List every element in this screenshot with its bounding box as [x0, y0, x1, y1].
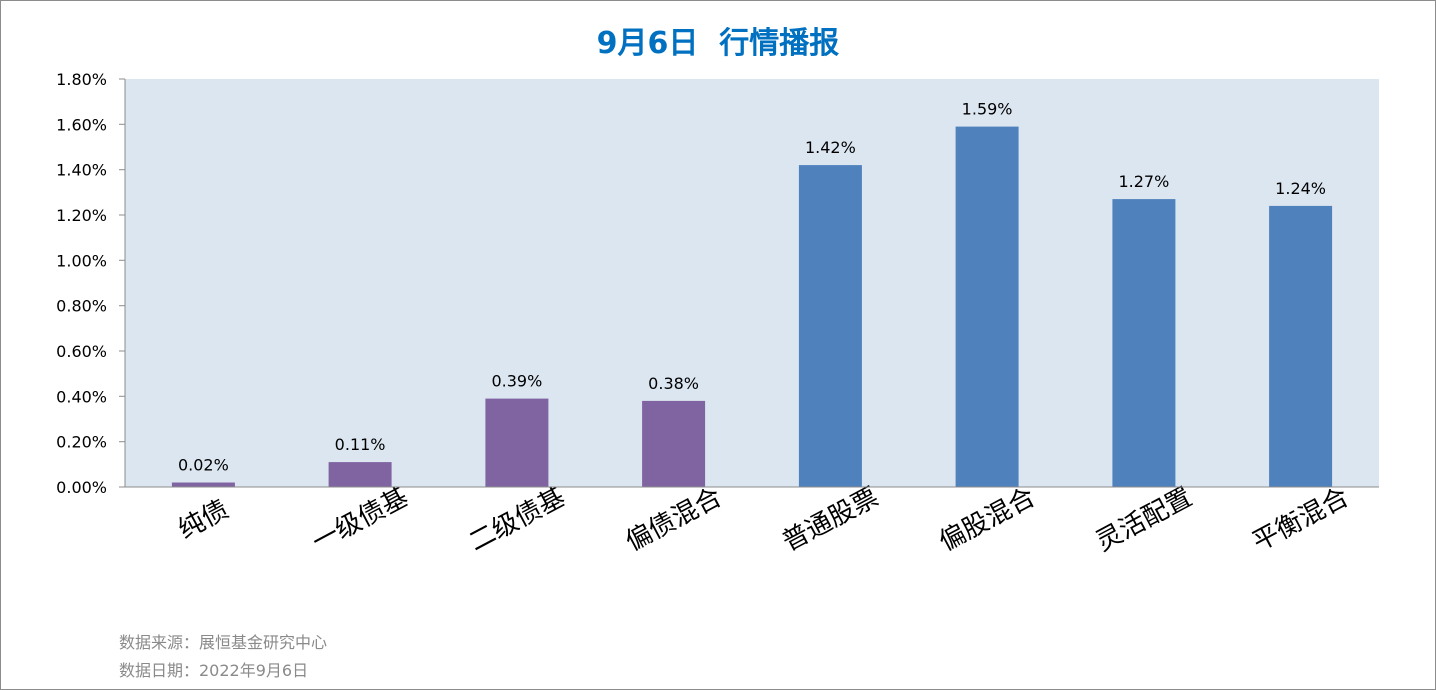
x-tick-label-3: 二级债基 [464, 482, 570, 557]
x-tick-label-5: 普通股票 [778, 482, 884, 557]
x-tick-label-2: 一级债基 [307, 482, 413, 557]
bar-7 [1112, 199, 1176, 487]
x-tick-label-8: 平衡混合 [1248, 482, 1354, 557]
y-tick-label-3: 0.40% [56, 387, 107, 406]
data-date-note: 数据日期：2022年9月6日 [119, 661, 309, 680]
x-tick-label-4: 偏债混合 [621, 482, 727, 557]
data-label-7: 1.27% [1118, 172, 1169, 191]
bar-2 [328, 462, 392, 487]
y-tick-label-10: 1.80% [56, 70, 107, 89]
data-label-5: 1.42% [805, 138, 856, 157]
x-tick-label-7: 灵活配置 [1091, 482, 1197, 557]
y-tick-label-5: 0.80% [56, 297, 107, 316]
bar-1 [171, 482, 235, 487]
y-tick-label-6: 1.00% [56, 251, 107, 270]
y-tick-label-7: 1.20% [56, 206, 107, 225]
data-label-4: 0.38% [648, 374, 699, 393]
y-tick-label-4: 0.60% [56, 342, 107, 361]
data-label-8: 1.24% [1275, 179, 1326, 198]
x-tick-label-6: 偏股混合 [934, 482, 1040, 557]
data-label-6: 1.59% [962, 100, 1013, 119]
data-label-1: 0.02% [178, 456, 229, 475]
y-tick-label-1: 0.00% [56, 478, 107, 497]
bar-5 [798, 165, 862, 487]
y-tick-label-2: 0.20% [56, 433, 107, 452]
plot-area [125, 79, 1379, 487]
bar-8 [1269, 205, 1333, 487]
x-tick-label-1: 纯债 [174, 494, 234, 545]
bar-3 [485, 398, 549, 487]
data-label-3: 0.39% [491, 372, 542, 391]
bar-4 [642, 400, 706, 487]
chart-title: 9月6日 行情播报 [597, 26, 840, 61]
bar-6 [955, 126, 1019, 487]
data-source-note: 数据来源：展恒基金研究中心 [119, 633, 328, 652]
data-label-2: 0.11% [335, 435, 386, 454]
y-tick-label-9: 1.60% [56, 115, 107, 134]
y-tick-label-8: 1.40% [56, 161, 107, 180]
